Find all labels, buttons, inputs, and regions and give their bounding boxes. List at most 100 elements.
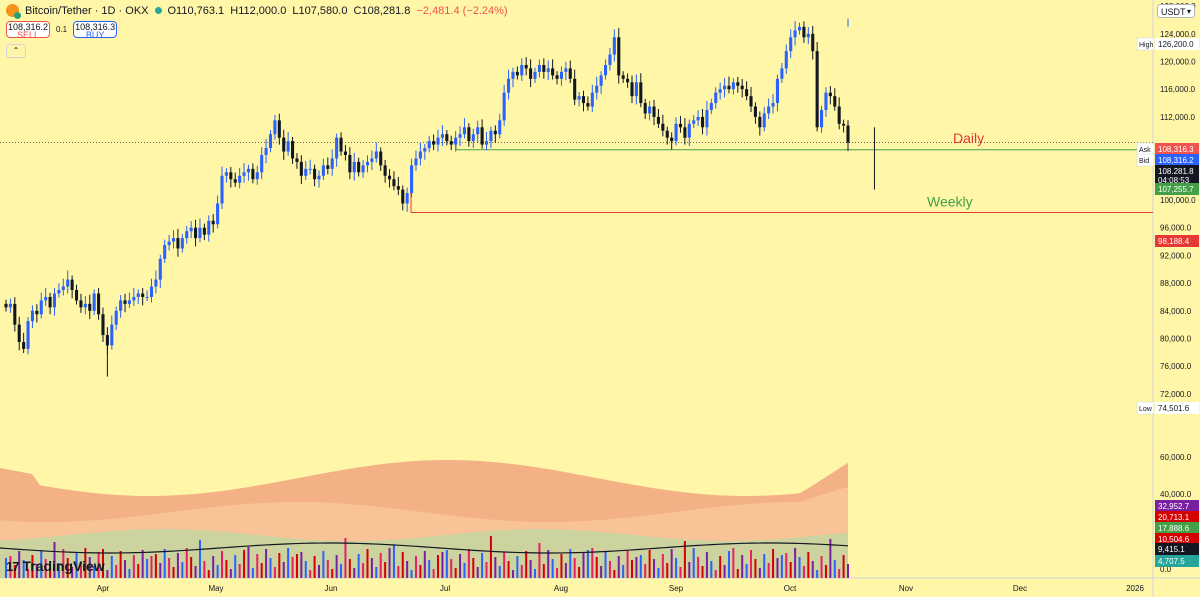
ask-badge: 108,316.3 (1155, 143, 1199, 155)
candle (520, 58, 524, 81)
candle (246, 164, 251, 181)
candle-body (216, 203, 220, 225)
candle (141, 288, 145, 306)
ask-badge-bg (1155, 143, 1199, 155)
candle-body (418, 151, 422, 159)
sell-button[interactable]: 108,316.2 SELL (6, 21, 50, 40)
volume-bar (159, 563, 162, 578)
candle-body (171, 238, 176, 242)
candle-body (824, 92, 828, 110)
candle-body (383, 165, 387, 176)
tradingview-mark-icon: 17 (6, 558, 20, 574)
candle (440, 125, 444, 146)
candle (383, 159, 387, 183)
low-badge-text: 74,501.6 (1158, 404, 1190, 413)
candle-body (229, 172, 233, 180)
candle (357, 157, 361, 177)
symbol-title[interactable]: Bitcoin/Tether · 1D · OKX (25, 4, 149, 17)
volume-bar (670, 549, 673, 578)
candle-body (775, 78, 780, 104)
candle (507, 69, 511, 100)
candle (326, 157, 330, 175)
currency-select[interactable]: USDT (1157, 4, 1195, 19)
candle-body (321, 165, 325, 176)
candle-body (432, 141, 436, 145)
collapse-legend-button[interactable]: ⌃ (6, 44, 26, 58)
volume-bar (441, 552, 444, 578)
buy-button[interactable]: 108,316.3 BUY (73, 21, 118, 40)
volume-bar (106, 570, 109, 578)
volume-bar (807, 552, 810, 578)
candle (577, 91, 581, 107)
candle (705, 100, 709, 136)
volume-bar (322, 551, 325, 578)
volume-bar (172, 567, 175, 578)
price-tick-label: 112,000.0 (1160, 113, 1196, 122)
candle-body (313, 168, 317, 180)
volume-bar (335, 555, 338, 578)
candle (661, 114, 665, 137)
candle (339, 132, 343, 156)
candle (361, 159, 365, 178)
candle-body (639, 82, 643, 104)
candle-body (167, 241, 171, 246)
candle (365, 155, 370, 173)
candle (546, 60, 550, 81)
volume-bar (794, 548, 797, 578)
volume-bar (198, 540, 201, 578)
candle (414, 150, 418, 171)
volume-bar (366, 549, 369, 578)
time-axis[interactable]: Apr May Jun Jul Aug Sep Oct Nov Dec 2026 (97, 584, 1145, 593)
candle-body (251, 168, 255, 180)
ask-tag-text: Ask (1139, 147, 1151, 154)
daily-level-badge-bg (1155, 183, 1199, 195)
volume-bar (498, 566, 501, 578)
volume-bar (419, 565, 422, 578)
candle (692, 114, 696, 128)
volume-bar (141, 550, 144, 578)
candle-body (731, 82, 735, 90)
tradingview-logo[interactable]: 17 TradingView (6, 558, 105, 574)
candle-body (559, 71, 563, 79)
volume-bar (688, 562, 691, 578)
high-badge-bg (1155, 38, 1199, 50)
volume-bar (397, 566, 400, 578)
candle-body (811, 33, 815, 52)
candle-body (39, 300, 43, 315)
bid-tag-text: Bid (1139, 158, 1149, 165)
price-tick-label: 76,000.0 (1160, 362, 1192, 371)
candle (670, 132, 674, 150)
candle (621, 71, 625, 83)
candle (559, 66, 563, 86)
candle-body (846, 125, 850, 143)
volume-bar (635, 557, 638, 578)
volume-bar (185, 548, 188, 578)
volume-bar (736, 569, 739, 578)
price-axis[interactable]: 128,000.0124,000.0120,000.0116,000.0112,… (1136, 2, 1199, 574)
candle (123, 293, 127, 313)
candle-body (211, 220, 215, 225)
volume-bar (194, 566, 197, 578)
volume-bar (326, 560, 329, 578)
volume-bar (525, 551, 528, 578)
volume-bar (454, 568, 457, 578)
volume-bar (176, 553, 179, 578)
volume-bar (309, 570, 312, 578)
candle-body (132, 296, 136, 301)
volume-bar (370, 558, 373, 578)
volume-bar (44, 559, 47, 578)
candle (700, 109, 705, 135)
candle (330, 149, 334, 176)
candle (348, 147, 352, 180)
bid-badge: 108,316.2 (1155, 154, 1199, 166)
candle-body (224, 172, 228, 176)
candle (727, 76, 731, 94)
candle-body (352, 161, 356, 173)
candle (396, 177, 400, 196)
volume-bar (763, 554, 766, 578)
volume-ma-line (0, 542, 849, 554)
candle-body (4, 303, 8, 308)
candle (564, 61, 568, 81)
volume-bar (648, 550, 651, 578)
